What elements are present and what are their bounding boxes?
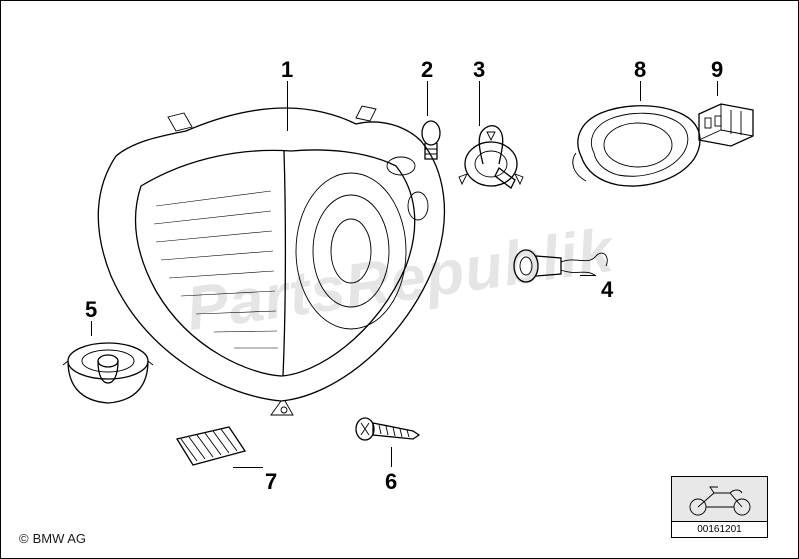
legend-panel: 00161201 — [671, 476, 768, 538]
part-bulb-socket — [506, 236, 616, 296]
footer-copyright: © BMW AG — [19, 531, 86, 546]
leader-6 — [391, 447, 392, 467]
leader-1 — [287, 81, 288, 131]
legend-motorcycle-icon — [672, 477, 767, 522]
leader-5 — [91, 321, 92, 336]
copyright-text: BMW AG — [33, 531, 86, 546]
leader-2 — [427, 81, 428, 116]
part-small-bulb — [411, 119, 451, 174]
callout-1: 1 — [281, 57, 293, 83]
part-rubber-seal — [566, 101, 706, 196]
leader-7 — [233, 467, 263, 468]
callout-7: 7 — [265, 469, 277, 495]
part-screw — [353, 411, 423, 456]
leader-8 — [640, 81, 641, 101]
callout-8: 8 — [634, 57, 646, 83]
part-main-bulb — [453, 126, 533, 206]
callout-9: 9 — [711, 57, 723, 83]
leader-9 — [717, 81, 718, 96]
callout-6: 6 — [385, 469, 397, 495]
callout-3: 3 — [473, 57, 485, 83]
callout-4: 4 — [601, 277, 613, 303]
callout-2: 2 — [421, 57, 433, 83]
leader-3 — [479, 81, 480, 126]
part-connector-plug — [691, 96, 761, 151]
copyright-symbol: © — [19, 531, 29, 546]
diagram-canvas: 123895476 PartsRepublik © BMW AG 0016120… — [0, 0, 799, 559]
callout-5: 5 — [85, 297, 97, 323]
part-rear-cover-cap — [61, 331, 156, 416]
legend-id: 00161201 — [672, 522, 767, 537]
leader-4 — [580, 275, 595, 276]
